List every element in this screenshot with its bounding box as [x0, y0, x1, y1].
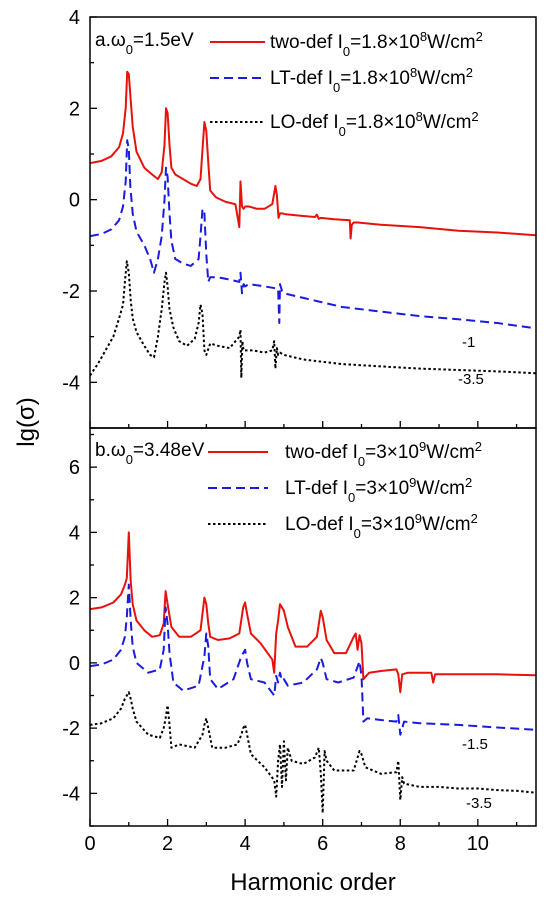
x-tick-label: 4: [240, 833, 251, 855]
legend-label-a-2: LT-def I0=1.8×108W/cm2: [270, 65, 473, 95]
y-tick-label-b: 0: [69, 653, 80, 675]
panel-a-title: a.ω0=1.5eV: [95, 30, 194, 57]
x-tick-label: 6: [317, 833, 328, 855]
y-tick-label-a: -4: [62, 372, 80, 394]
series-line-b-2: [90, 583, 536, 736]
x-tick-label: 0: [84, 833, 95, 855]
y-tick-label-a: 0: [69, 190, 80, 212]
y-tick-label-a: 2: [69, 98, 80, 120]
panel-a: 4 2 0 -2 -4 -1 -3.5 two-def I0=1.8×108W/cm2 LT-…: [62, 7, 537, 429]
y-axis-label: lg(σ): [13, 397, 40, 446]
offset-label-b: -3.5: [466, 795, 492, 812]
x-tick-label: 8: [395, 833, 406, 855]
panel-b-title: b.ω0=3.48eV: [95, 440, 205, 467]
y-tick-label-a: 4: [69, 7, 80, 29]
legend-label-b-2: LT-def I0=3×109W/cm2: [285, 475, 472, 505]
series-line-a-2: [90, 139, 536, 330]
legend-a: two-def I0=1.8×108W/cm2 LT-def I0=1.8×108…: [210, 29, 483, 139]
offset-label-b: -1.5: [462, 736, 488, 753]
series-line-b-1: [90, 531, 536, 694]
y-tick-label-b: 4: [69, 522, 80, 544]
legend-label-b-3: LO-def I0=3×109W/cm2: [285, 511, 478, 541]
legend-label-b-1: two-def I0=3×109W/cm2: [285, 439, 482, 469]
series-line-a-3: [90, 260, 536, 379]
y-tick-label-b: -4: [62, 783, 80, 805]
legend-label-a-1: two-def I0=1.8×108W/cm2: [270, 29, 483, 59]
y-tick-label-b: 6: [69, 457, 80, 479]
x-tick-label: 2: [162, 833, 173, 855]
y-tick-label-b: -2: [62, 718, 80, 740]
x-tick-label: 10: [467, 833, 489, 855]
y-tick-label-a: -2: [62, 281, 80, 303]
offset-label-a: -1: [462, 334, 475, 351]
panel-b: 6 4 2 0 -2 -4 0 2 4 6 8 10 -1.5 -3.5 two-def I0=3×109…: [62, 427, 537, 855]
legend-label-a-3: LO-def I0=1.8×108W/cm2: [270, 109, 479, 139]
plot-frame-b: [89, 427, 537, 827]
x-axis-label: Harmonic order: [230, 869, 395, 896]
offset-label-a: -3.5: [458, 371, 484, 388]
y-tick-label-b: 2: [69, 588, 80, 610]
series-line-a-1: [90, 70, 536, 240]
series-line-b-3: [90, 691, 536, 814]
legend-b: two-def I0=3×109W/cm2 LT-def I0=3×109W/cm…: [208, 439, 482, 541]
